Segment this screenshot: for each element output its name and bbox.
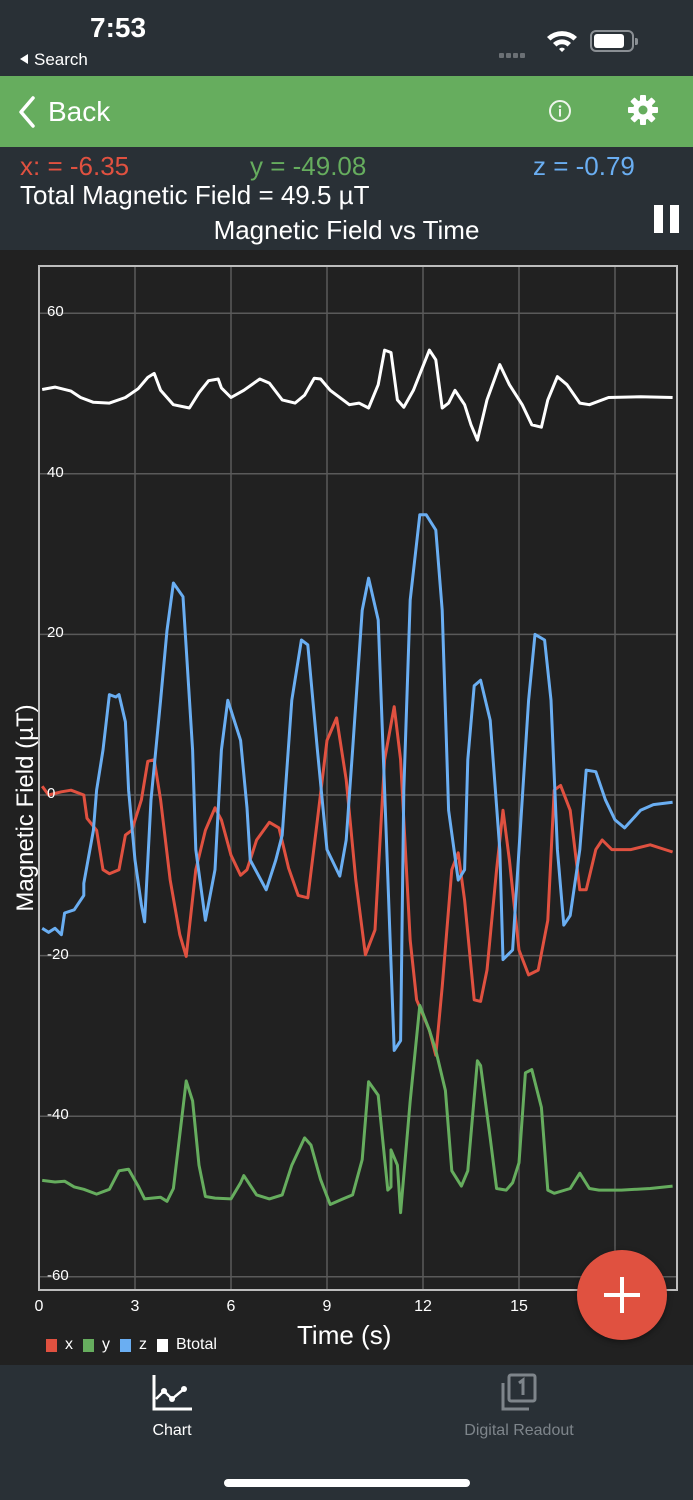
x-tick-label: 15 [510,1298,528,1315]
pause-button[interactable] [654,205,680,233]
back-app-label: Search [34,50,88,69]
tab-digital-readout-label: Digital Readout [464,1422,574,1439]
x-tick-label: 12 [414,1298,432,1315]
z-value: z = -0.79 [533,151,635,181]
x-tick-label: 3 [130,1298,140,1315]
x-tick-label: 0 [34,1298,44,1315]
tab-bar: Chart Digital Readout [0,1365,693,1500]
x-value: x: = -6.35 [20,151,130,181]
digital-readout-icon [501,1373,537,1411]
back-triangle-icon [20,54,28,64]
x-axis-label: Time (s) [297,1320,392,1350]
y-tick-label: -40 [47,1106,69,1124]
y-tick-label: -60 [47,1266,69,1284]
plus-icon-stroke [620,1277,624,1313]
series-y [42,1003,673,1215]
info-icon[interactable] [548,99,572,123]
tab-digital-readout[interactable]: Digital Readout [419,1373,619,1440]
gear-icon[interactable] [627,94,659,126]
tab-chart[interactable]: Chart [72,1373,272,1440]
back-to-search-link[interactable]: Search [20,50,88,70]
y-axis-label: Magnetic Field (µT) [12,704,39,912]
legend-label-y: y [102,1336,110,1353]
legend-label-z: z [139,1336,147,1353]
x-tick-label: 6 [226,1298,236,1315]
line-chart-icon [152,1375,192,1411]
home-indicator [224,1479,470,1487]
legend-swatch-y [83,1338,94,1352]
y-tick-label: -20 [47,945,69,963]
y-tick-label: 60 [47,303,64,321]
pause-icon-bar [670,205,679,233]
status-bar: 7:53 Search [0,0,693,76]
chevron-left-icon [19,96,35,128]
back-button[interactable]: Back [18,94,110,130]
readout-panel: x: = -6.35 y = -49.08 z = -0.79 Total Ma… [0,147,693,250]
series-x [40,705,674,1057]
chart-legend: x y z Btotal [46,1336,227,1354]
tab-chart-label: Chart [152,1422,192,1439]
cellular-signal-icon [499,45,527,63]
pause-icon [654,205,663,233]
back-button-label: Back [48,96,111,127]
legend-label-x: x [65,1336,73,1353]
chart-title: Magnetic Field vs Time [213,215,480,245]
legend-swatch-x [46,1338,57,1352]
series-z [41,513,673,1052]
legend-swatch-btotal [157,1338,168,1352]
series-btotal [41,348,673,442]
legend-swatch-z [120,1338,131,1352]
y-tick-label: 0 [47,785,56,802]
status-time: 7:53 [90,12,147,43]
total-field-value: Total Magnetic Field = 49.5 µT [20,180,370,210]
x-tick-label: 9 [322,1298,332,1315]
y-value: y = -49.08 [250,151,367,181]
wifi-icon [547,31,577,52]
battery-icon [590,30,638,52]
nav-bar: Back [0,76,693,147]
legend-label-btotal: Btotal [176,1336,217,1353]
y-tick-label: 20 [47,624,64,642]
magnetic-field-chart[interactable] [0,0,693,1365]
add-button[interactable] [577,1250,667,1340]
y-tick-label: 40 [47,463,64,481]
